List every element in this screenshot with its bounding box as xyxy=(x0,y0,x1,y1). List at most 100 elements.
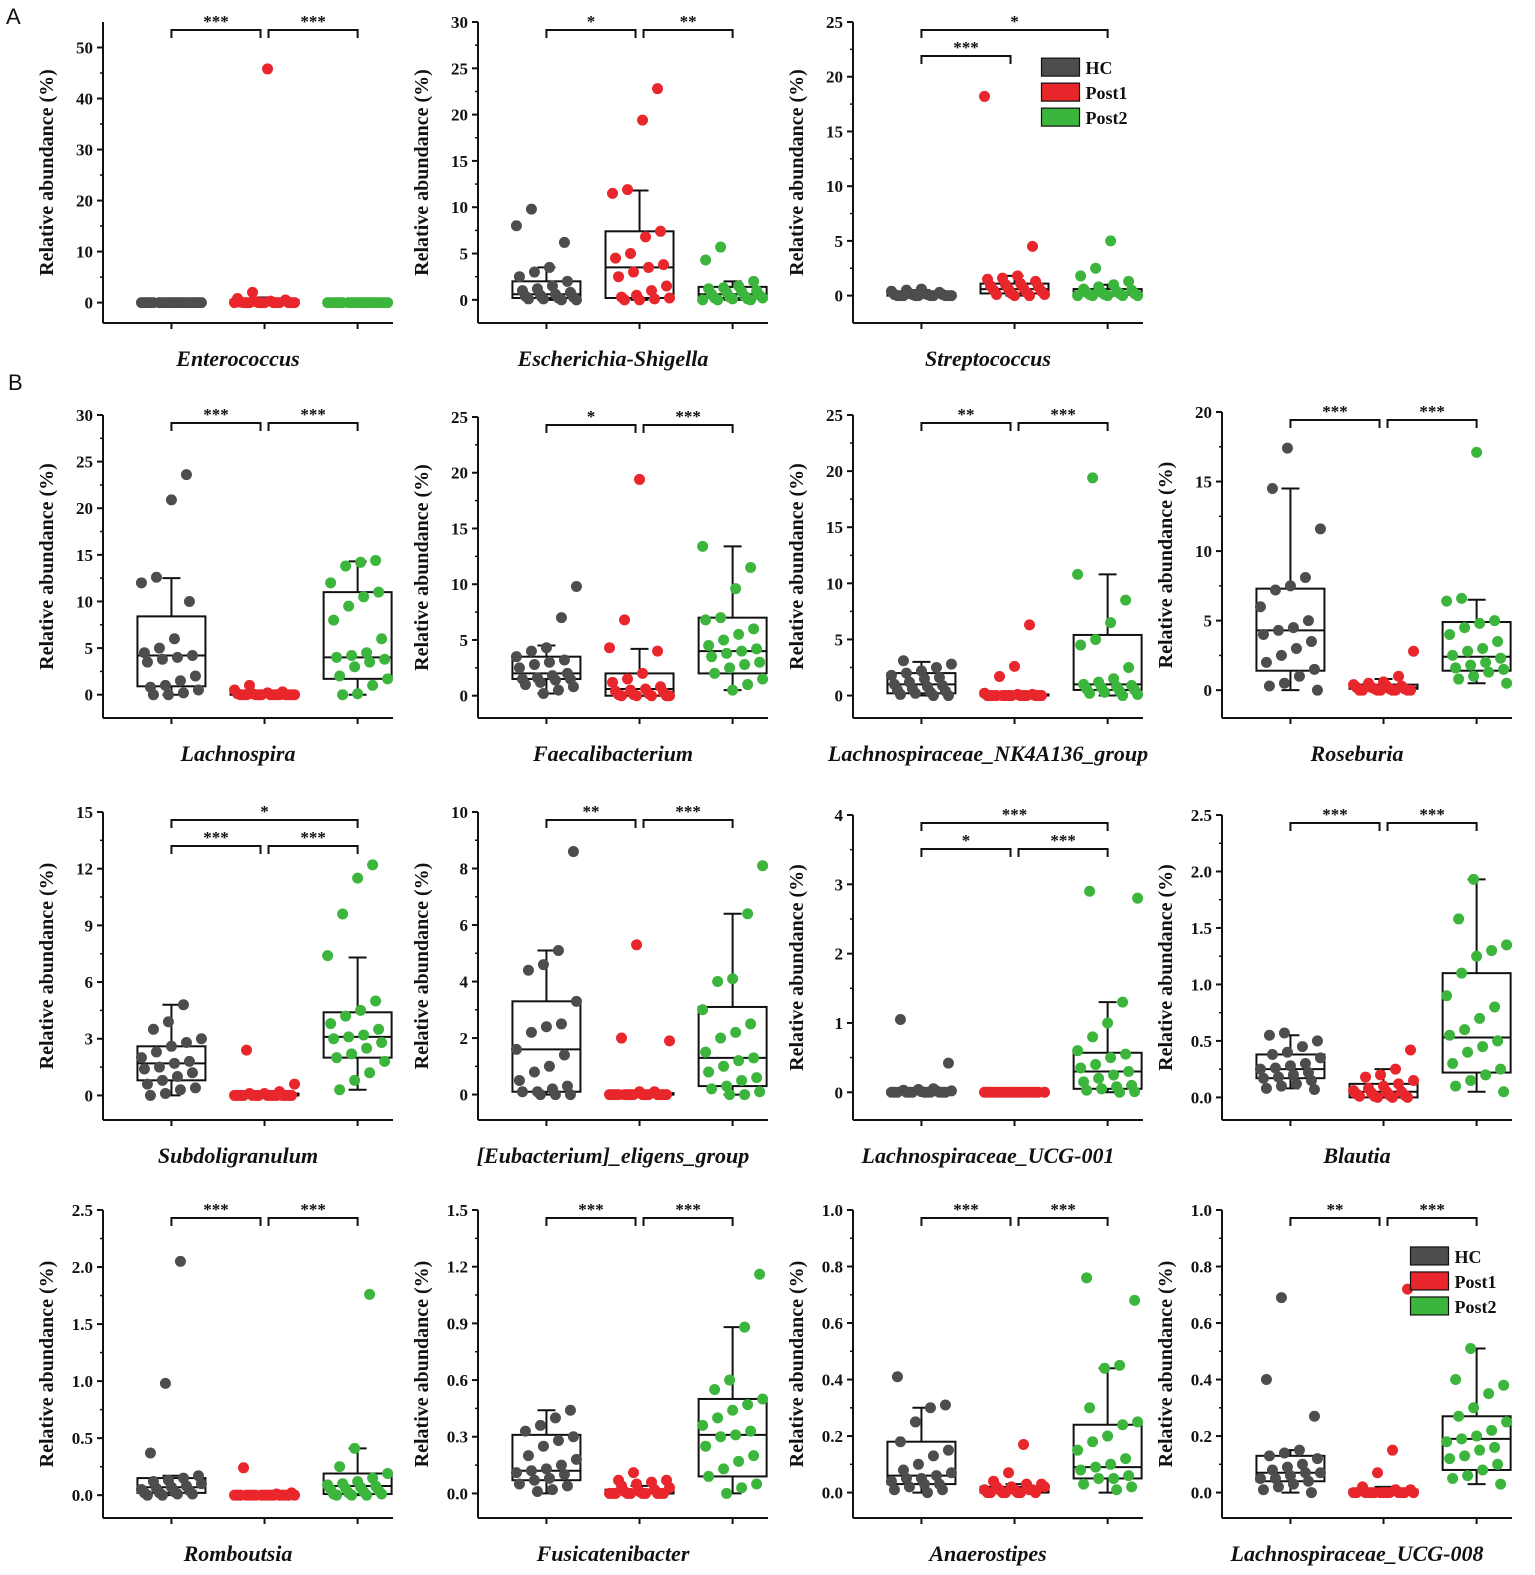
data-point xyxy=(1105,1052,1117,1064)
data-point xyxy=(192,684,204,696)
data-point xyxy=(549,1089,561,1101)
data-point xyxy=(945,1467,957,1479)
data-point xyxy=(1075,639,1087,651)
data-point xyxy=(337,908,349,920)
data-point xyxy=(939,1086,951,1098)
group-post1 xyxy=(1348,645,1420,696)
significance-label: *** xyxy=(675,407,701,426)
bracket-line xyxy=(267,1217,359,1226)
y-tick-label: 40 xyxy=(76,90,93,109)
significance-label: *** xyxy=(203,828,229,847)
data-point xyxy=(894,688,906,700)
data-point xyxy=(546,280,558,292)
data-point xyxy=(1129,1086,1141,1098)
data-point xyxy=(325,577,337,589)
data-point xyxy=(510,1043,522,1055)
data-point xyxy=(1090,1461,1102,1473)
data-point xyxy=(159,679,171,691)
data-point xyxy=(1299,572,1311,584)
y-tick-label: 10 xyxy=(826,574,843,593)
chart-title: [Eubacterium]_eligens_group xyxy=(477,1143,750,1168)
significance-label: * xyxy=(962,831,971,850)
group-hc xyxy=(885,1013,957,1098)
data-point xyxy=(543,656,555,668)
data-point xyxy=(991,289,1003,301)
data-point xyxy=(1302,615,1314,627)
data-point xyxy=(1468,670,1480,682)
significance-bracket: *** xyxy=(642,407,734,433)
data-point xyxy=(736,1482,748,1494)
y-tick-label: 3 xyxy=(835,875,844,894)
data-point xyxy=(244,297,256,309)
data-point xyxy=(159,1088,171,1100)
data-point xyxy=(988,1086,1000,1098)
legend-label: Post1 xyxy=(1086,83,1128,103)
data-point xyxy=(156,1074,168,1086)
data-point xyxy=(757,1393,769,1405)
data-point xyxy=(700,1046,712,1058)
data-point xyxy=(1444,1029,1456,1041)
data-point xyxy=(1492,1458,1504,1470)
data-point xyxy=(552,684,564,696)
data-point xyxy=(373,1023,385,1035)
bracket-line xyxy=(1289,822,1381,831)
data-point xyxy=(253,1089,265,1101)
data-point xyxy=(376,1488,388,1500)
data-point xyxy=(1257,1072,1269,1084)
data-point xyxy=(268,1489,280,1501)
data-point xyxy=(247,286,259,298)
data-point xyxy=(1284,580,1296,592)
data-point xyxy=(289,297,301,309)
y-tick-label: 10 xyxy=(451,198,468,217)
data-point xyxy=(289,689,301,701)
group-hc xyxy=(510,846,582,1101)
significance-label: * xyxy=(1010,12,1019,31)
data-point xyxy=(168,633,180,645)
data-point xyxy=(1459,622,1471,634)
legend-label: HC xyxy=(1455,1247,1482,1267)
data-point xyxy=(241,1044,253,1056)
data-point xyxy=(570,1453,582,1465)
y-tick-label: 9 xyxy=(85,916,94,935)
data-point xyxy=(1471,950,1483,962)
data-point xyxy=(1090,633,1102,645)
data-point xyxy=(528,1474,540,1486)
data-point xyxy=(189,670,201,682)
y-tick-label: 0 xyxy=(460,687,469,706)
y-tick-label: 5 xyxy=(835,630,844,649)
significance-label: *** xyxy=(300,12,326,31)
data-point xyxy=(364,656,376,668)
group-post2 xyxy=(697,241,769,306)
data-point xyxy=(171,651,183,663)
data-point xyxy=(1275,649,1287,661)
y-axis-label: Relative abundance (%) xyxy=(36,69,58,276)
chart-title: Subdoligranulum xyxy=(158,1143,318,1168)
bracket-line xyxy=(170,845,262,854)
data-point xyxy=(1447,1472,1459,1484)
y-tick-label: 4 xyxy=(460,973,469,992)
data-point xyxy=(1441,990,1453,1002)
data-point xyxy=(328,614,340,626)
significance-bracket: *** xyxy=(267,1200,359,1226)
data-point xyxy=(183,595,195,607)
data-point xyxy=(1006,690,1018,702)
data-point xyxy=(364,1288,376,1300)
legend-swatch-post2 xyxy=(1409,1296,1450,1316)
data-point xyxy=(1108,1472,1120,1484)
data-point xyxy=(153,642,165,654)
data-point xyxy=(900,667,912,679)
data-point xyxy=(555,1459,567,1471)
data-point xyxy=(1090,1059,1102,1071)
data-point xyxy=(1402,1091,1414,1103)
bracket-line xyxy=(920,55,1012,64)
data-point xyxy=(343,600,355,612)
data-point xyxy=(610,252,622,264)
group-post1 xyxy=(979,619,1050,702)
data-point xyxy=(1081,1272,1093,1284)
group-post2 xyxy=(1072,885,1144,1098)
data-point xyxy=(552,944,564,956)
data-point xyxy=(655,225,667,237)
data-point xyxy=(1489,615,1501,627)
chart-3: 0 5 10 15 20 25 Relative abundance (%) Streptoc… xyxy=(786,12,1144,371)
data-point xyxy=(643,261,655,273)
